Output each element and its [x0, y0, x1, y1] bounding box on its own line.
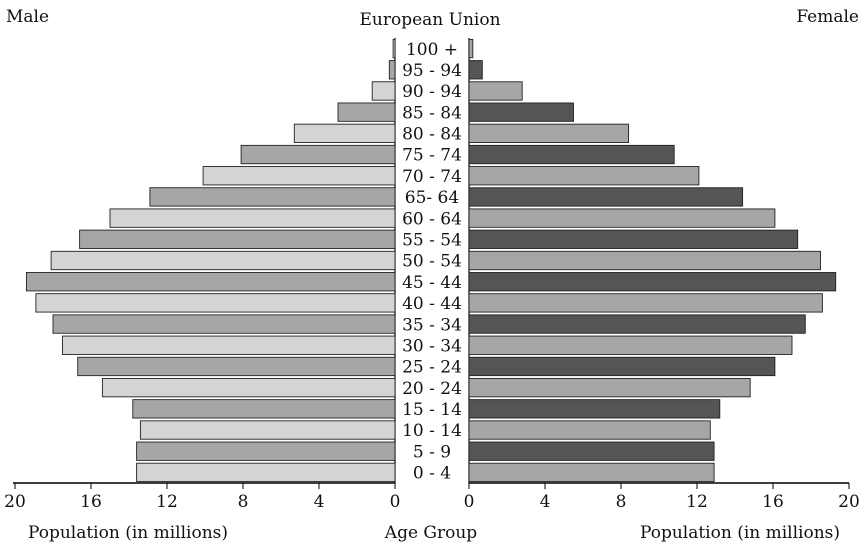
chart-title: European Union: [359, 10, 500, 30]
female-tick-label: 12: [686, 492, 708, 512]
age-group-label: 65- 64: [405, 188, 459, 208]
female-bar: [468, 81, 523, 101]
male-bar: [77, 356, 396, 377]
age-group-label: 0 - 4: [413, 464, 451, 484]
male-bar: [136, 462, 396, 483]
male-bar: [35, 293, 396, 313]
female-bars: [468, 38, 837, 483]
age-group-label: 85 - 84: [402, 103, 462, 123]
male-tick-label: 4: [314, 492, 325, 512]
age-group-label: 70 - 74: [402, 167, 462, 187]
male-bars: [25, 38, 396, 483]
male-bar: [202, 166, 396, 186]
female-bar: [468, 335, 793, 355]
age-group-label: 10 - 14: [402, 421, 462, 441]
age-group-label: 40 - 44: [402, 294, 462, 314]
male-tick-label: 8: [238, 492, 249, 512]
male-bar: [62, 335, 396, 355]
age-group-label: 75 - 74: [402, 146, 462, 166]
male-bar: [240, 144, 396, 165]
age-group-label: 50 - 54: [402, 252, 462, 272]
female-bar: [468, 229, 799, 249]
male-label: Male: [6, 7, 49, 27]
male-tick-label: 16: [80, 492, 102, 512]
female-bar: [468, 208, 776, 228]
male-bar: [337, 102, 396, 122]
male-bar: [388, 60, 396, 80]
male-tick-label: 12: [156, 492, 178, 512]
female-bar: [468, 250, 821, 271]
male-tick-label: 20: [4, 492, 26, 512]
female-bar: [468, 166, 700, 186]
female-bar: [468, 272, 837, 292]
female-bar: [468, 462, 715, 483]
age-group-label: 25 - 24: [402, 358, 462, 378]
female-bar: [468, 60, 483, 80]
x-axis-label-female: Population (in millions): [640, 523, 840, 543]
male-bar: [392, 38, 396, 59]
male-bar: [52, 314, 396, 334]
male-tick-label: 0: [390, 492, 401, 512]
age-group-label: 35 - 34: [402, 315, 462, 335]
age-group-label: 100 +: [406, 40, 458, 60]
female-tick-label: 20: [838, 492, 860, 512]
female-bar: [468, 441, 715, 461]
female-bar: [468, 144, 675, 165]
female-bar: [468, 102, 574, 122]
male-bar: [136, 441, 396, 461]
male-bar: [139, 420, 396, 440]
age-group-label: 20 - 24: [402, 379, 462, 399]
male-bar: [101, 377, 396, 398]
female-bar: [468, 314, 806, 334]
age-group-label: 80 - 84: [402, 125, 462, 145]
age-group-label: 55 - 54: [402, 231, 462, 251]
female-bar: [468, 123, 630, 144]
female-tick-label: 0: [464, 492, 475, 512]
female-tick-label: 4: [540, 492, 551, 512]
male-bar: [371, 81, 396, 101]
x-axis-label-male: Population (in millions): [28, 523, 228, 543]
female-bar: [468, 293, 823, 313]
age-group-label: 60 - 64: [402, 209, 462, 229]
female-bar: [468, 187, 744, 207]
female-tick-label: 8: [616, 492, 627, 512]
age-group-label: 15 - 14: [402, 400, 462, 420]
male-bar: [25, 272, 396, 292]
male-bar: [109, 208, 396, 228]
age-group-label: 95 - 94: [402, 61, 462, 81]
male-bar: [293, 123, 396, 144]
age-group-label: 5 - 9: [413, 442, 451, 462]
age-group-label: 90 - 94: [402, 82, 462, 102]
x-axis-label-age-group: Age Group: [384, 523, 478, 543]
female-bar: [468, 377, 751, 398]
female-bar: [468, 356, 776, 377]
male-bar: [79, 229, 396, 249]
female-bar: [468, 399, 721, 419]
age-group-label: 30 - 34: [402, 336, 462, 356]
male-bar: [149, 187, 396, 207]
female-bar: [468, 420, 711, 440]
age-group-label: 45 - 44: [402, 273, 462, 293]
male-bar: [50, 250, 396, 271]
male-bar: [132, 399, 396, 419]
female-bar: [468, 38, 474, 59]
female-tick-label: 16: [762, 492, 784, 512]
female-label: Female: [796, 7, 859, 27]
